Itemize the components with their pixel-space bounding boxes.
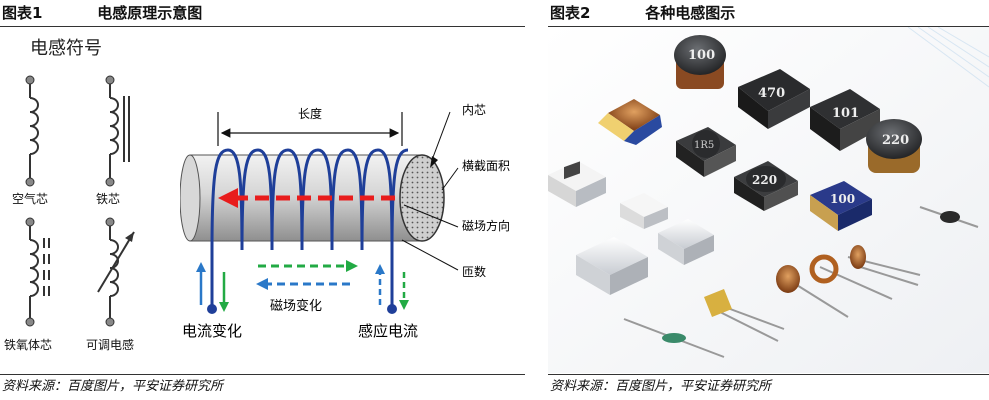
inductor-principle-diagram: 长度	[180, 103, 510, 340]
inductor-components-photo: 100 470 101 1R5	[548, 27, 989, 373]
figure-2-title: 各种电感图示	[645, 4, 736, 22]
figure-2-number: 图表2	[550, 4, 591, 22]
marking-101: 101	[832, 106, 859, 121]
symbol-label-ferrite-core: 铁氧体芯	[4, 338, 53, 352]
inductor-ferrite-core-icon	[25, 217, 50, 327]
figure-2-header: 图表2 各种电感图示	[548, 0, 989, 27]
component-470: 470	[738, 69, 810, 129]
component-220-b: 220	[734, 161, 798, 211]
marking-220-b: 220	[752, 173, 777, 187]
marking-220-a: 220	[882, 133, 909, 148]
length-label: 长度	[298, 106, 322, 121]
field-change-label: 磁场变化	[270, 298, 322, 314]
marking-1r5: 1R5	[694, 140, 714, 151]
inductor-air-core-icon	[25, 75, 39, 187]
marking-100-a: 100	[688, 48, 715, 63]
cross-section-label: 横截面积	[462, 159, 510, 173]
core-label: 内芯	[462, 103, 486, 117]
flux-direction-label: 磁场方向	[462, 218, 510, 233]
symbol-label-air-core: 空气芯	[12, 192, 49, 206]
component-through-hole	[623, 206, 979, 358]
component-220-a: 220	[866, 119, 922, 173]
inductor-iron-core-icon	[105, 75, 130, 187]
current-change-label: 电流变化	[182, 322, 242, 340]
inductor-adjustable-icon	[97, 217, 135, 327]
figure-1-header: 图表1 电感原理示意图	[0, 0, 525, 27]
figure-1-title: 电感原理示意图	[97, 4, 203, 22]
component-100-b: 100	[810, 181, 872, 231]
component-white-chips	[548, 161, 714, 295]
induced-current-label: 感应电流	[358, 322, 418, 340]
turns-label: 匝数	[462, 264, 486, 279]
cross-section-face	[399, 154, 445, 242]
symbol-label-iron-core: 铁芯	[96, 192, 121, 206]
figure-2-panel: 图表2 各种电感图示	[548, 0, 989, 400]
symbol-label-adjustable: 可调电感	[86, 338, 135, 352]
marking-470: 470	[758, 86, 785, 101]
inductor-symbols	[25, 75, 135, 327]
component-drum-100: 100	[674, 35, 726, 89]
marking-100-b: 100	[830, 192, 855, 206]
component-101: 101	[810, 89, 880, 151]
figure-2-source: 资料来源：百度图片，平安证券研究所	[548, 374, 989, 399]
figure-1-panel: 图表1 电感原理示意图 电感符号	[0, 0, 525, 399]
symbols-heading: 电感符号	[30, 38, 102, 59]
component-wound-smd	[598, 99, 662, 145]
figure-1-number: 图表1	[2, 4, 43, 22]
component-1r5: 1R5	[676, 127, 736, 177]
figure-1-source: 资料来源：百度图片，平安证券研究所	[0, 374, 525, 399]
